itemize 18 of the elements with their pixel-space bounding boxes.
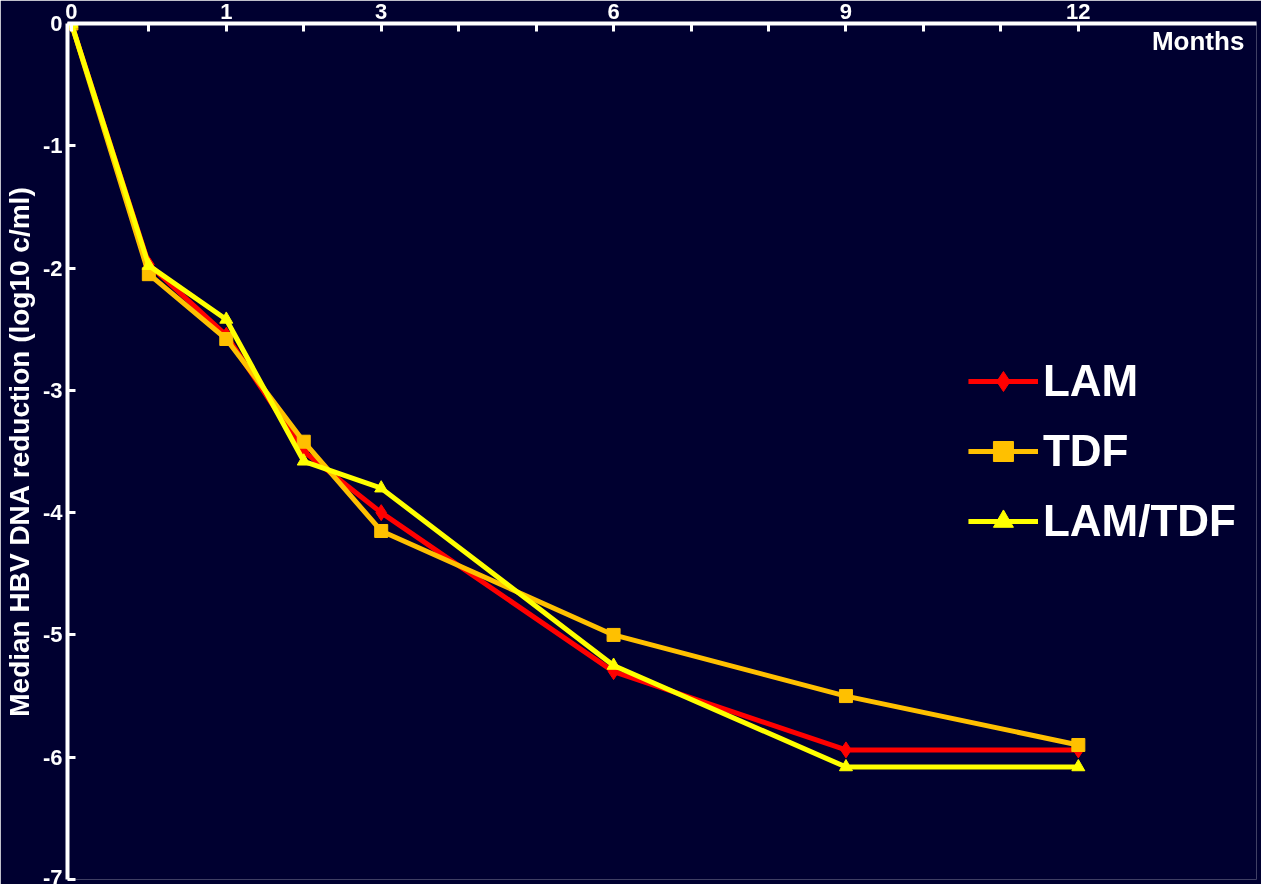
y-tick-label: -1: [42, 133, 63, 159]
y-tick-label: -3: [42, 377, 63, 403]
y-tick-label: -4: [42, 500, 64, 526]
x-axis-title: Months: [1151, 25, 1245, 56]
y-tick-label: -5: [42, 622, 63, 648]
x-tick-label: 3: [375, 0, 388, 24]
x-tick-label: 1: [220, 0, 233, 24]
y-tick-label: -7: [42, 864, 63, 884]
x-tick-label: 12: [1066, 0, 1091, 24]
x-tick-label: 9: [839, 0, 853, 24]
legend-label: LAM/TDF: [1042, 496, 1236, 546]
y-tick-label: -2: [42, 255, 63, 281]
y-axis-title: Median HBV DNA reduction (log10 c/ml): [3, 187, 35, 717]
legend-label: LAM: [1042, 356, 1139, 406]
y-tick-label: -6: [42, 744, 63, 770]
legend-label: TDF: [1042, 426, 1129, 476]
x-tick-label: 6: [607, 0, 620, 24]
x-tick-label: 0: [65, 0, 78, 24]
